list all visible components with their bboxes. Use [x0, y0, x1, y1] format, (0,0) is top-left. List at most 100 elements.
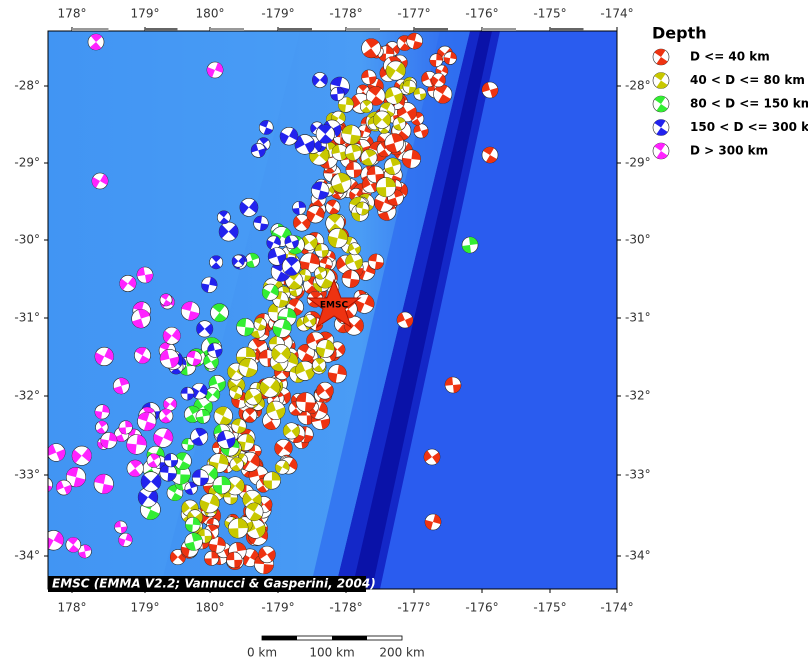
- beachball: [208, 536, 226, 554]
- beachball: [158, 408, 174, 424]
- lat-label: -29°: [14, 156, 40, 170]
- lon-label: 179°: [131, 7, 160, 21]
- beachball: [372, 110, 392, 129]
- beachball-quadrant: [342, 270, 360, 288]
- beachball: [314, 266, 327, 280]
- beachball: [274, 438, 293, 458]
- beachball-quadrant: [199, 494, 220, 513]
- beachball: [306, 205, 325, 224]
- beachball-quadrant: [114, 520, 127, 534]
- lat-label: -32°: [625, 389, 651, 403]
- beachball: [272, 318, 292, 338]
- lat-label: -28°: [625, 79, 651, 93]
- lat-label: -34°: [14, 549, 40, 563]
- beachball-quadrant: [118, 420, 133, 435]
- beachball: [348, 242, 361, 256]
- beachball-quadrant: [132, 309, 150, 328]
- beachball-quadrant: [118, 533, 133, 547]
- beachball-quadrant: [231, 457, 243, 472]
- beachball-quadrant: [202, 337, 221, 358]
- beachball: [406, 32, 423, 50]
- beachball: [312, 357, 327, 372]
- lat-label: -33°: [14, 468, 40, 482]
- beachball: [229, 385, 243, 400]
- beachball-quadrant: [159, 464, 177, 482]
- beachball: [316, 381, 334, 400]
- beachball-quadrant: [481, 82, 498, 98]
- beachball-quadrant: [175, 452, 191, 470]
- beachball-quadrant: [271, 346, 291, 361]
- beachball: [295, 392, 316, 412]
- beachball: [77, 544, 92, 559]
- beachball: [262, 471, 281, 490]
- beachball-quadrant: [299, 253, 320, 273]
- frame-dash: [346, 28, 380, 31]
- beachball: [331, 172, 352, 193]
- beachball: [184, 481, 198, 495]
- beachball-quadrant: [299, 269, 312, 282]
- beachball: [95, 420, 109, 434]
- beachball: [126, 459, 144, 477]
- beachball-quadrant: [354, 295, 375, 313]
- beachball-quadrant: [236, 318, 255, 336]
- beachball: [302, 314, 317, 328]
- beachball: [392, 117, 406, 131]
- beachball-quadrant: [294, 135, 315, 154]
- beachball-quadrant: [386, 62, 406, 79]
- beachball: [180, 386, 195, 401]
- beachball: [444, 376, 462, 394]
- beachball-quadrant: [160, 408, 172, 423]
- beachball-quadrant: [413, 124, 429, 138]
- beachball: [48, 530, 64, 551]
- beachball: [242, 407, 258, 423]
- beachball-quadrant: [231, 391, 249, 409]
- beachball-quadrant: [48, 531, 64, 549]
- beachball-quadrant: [380, 102, 395, 118]
- beachball-quadrant: [119, 276, 137, 291]
- beachball-quadrant: [462, 237, 478, 253]
- beachball: [229, 457, 244, 472]
- beachball-quadrant: [185, 517, 201, 533]
- lon-label: -175°: [533, 7, 566, 21]
- beachball: [100, 431, 118, 449]
- beachball-quadrant: [373, 113, 391, 126]
- beachball-quadrant: [168, 484, 182, 501]
- beachball: [181, 438, 195, 451]
- beachball-quadrant: [402, 80, 417, 94]
- beachball-quadrant: [91, 174, 108, 188]
- lon-label: -179°: [261, 7, 294, 21]
- legend-title: Depth: [652, 24, 707, 43]
- beachball: [281, 256, 301, 276]
- beachball-quadrant: [356, 201, 369, 216]
- beachball-quadrant: [311, 181, 329, 200]
- marker-label: EMSC: [320, 301, 349, 311]
- beachball-quadrant: [272, 261, 290, 282]
- lat-label: -28°: [14, 79, 40, 93]
- beachball-quadrant: [223, 490, 238, 505]
- beachball-quadrant: [287, 271, 301, 290]
- beachball-quadrant: [483, 147, 497, 163]
- beachball: [237, 433, 255, 451]
- beachball-quadrant: [240, 453, 260, 470]
- beachball: [207, 342, 223, 358]
- beachball: [118, 532, 133, 548]
- beachball-quadrant: [56, 480, 72, 495]
- beachball-quadrant: [303, 315, 316, 327]
- beachball: [131, 308, 151, 329]
- lon-label: -178°: [329, 7, 362, 21]
- beachball-quadrant: [266, 236, 281, 250]
- beachball: [652, 142, 670, 160]
- beachball: [312, 72, 328, 88]
- beachball: [190, 427, 209, 446]
- beachball-quadrant: [196, 409, 210, 424]
- beachball-quadrant: [284, 235, 299, 249]
- beachball-quadrant: [328, 228, 348, 248]
- beachball-quadrant: [217, 431, 236, 449]
- beachball-quadrant: [251, 143, 266, 158]
- beachball: [162, 326, 181, 345]
- beachball: [331, 144, 349, 161]
- beachball: [267, 247, 287, 266]
- beachball: [345, 161, 363, 178]
- lat-label: -32°: [14, 389, 40, 403]
- beachball-quadrant: [306, 206, 325, 223]
